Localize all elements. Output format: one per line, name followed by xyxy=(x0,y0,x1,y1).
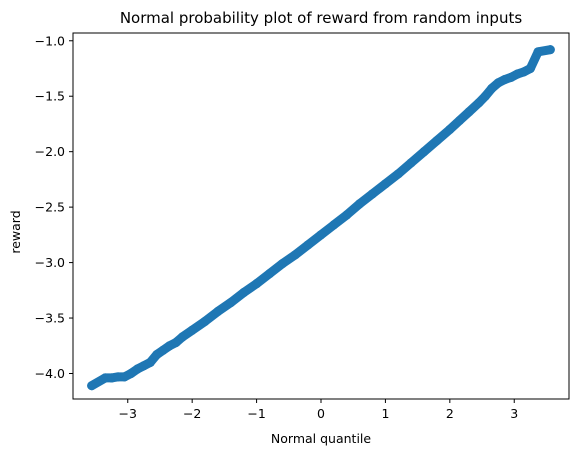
data-point xyxy=(158,345,168,355)
data-point xyxy=(171,337,181,347)
x-tick-label: 3 xyxy=(510,406,518,421)
data-point xyxy=(487,83,497,93)
data-point xyxy=(464,107,474,117)
x-tick-label: 2 xyxy=(446,406,454,421)
data-point xyxy=(200,316,210,326)
y-tick-label: −1.0 xyxy=(35,33,65,48)
data-point xyxy=(152,350,162,360)
data-point xyxy=(239,288,249,298)
x-tick-label: −1 xyxy=(247,406,265,421)
data-point xyxy=(368,189,378,199)
data-point xyxy=(355,199,365,209)
data-point xyxy=(406,158,416,168)
data-point xyxy=(303,240,313,250)
data-point xyxy=(87,381,97,391)
data-point xyxy=(454,116,464,126)
data-point xyxy=(419,147,429,157)
data-point xyxy=(290,250,300,260)
data-point xyxy=(380,179,390,189)
y-tick-label: −4.0 xyxy=(35,366,65,381)
data-point xyxy=(525,63,535,73)
data-point xyxy=(100,373,110,383)
data-point xyxy=(480,91,490,101)
chart-title: Normal probability plot of reward from r… xyxy=(120,9,523,27)
data-point xyxy=(145,357,155,367)
y-tick-label: −3.5 xyxy=(35,311,65,326)
data-point xyxy=(264,269,274,279)
data-point xyxy=(545,45,555,55)
data-point xyxy=(213,306,223,316)
y-axis-ticks: −4.0 −3.5 −3.0 −2.5 −2.0 −1.5 −1.0 xyxy=(35,33,73,381)
y-tick-label: −2.0 xyxy=(35,144,65,159)
data-point xyxy=(187,325,197,335)
x-axis-ticks: −3 −2 −1 0 1 2 3 xyxy=(119,399,518,421)
data-point xyxy=(126,368,136,378)
data-point xyxy=(277,259,287,269)
data-points xyxy=(87,45,555,391)
data-point xyxy=(342,210,352,220)
data-point xyxy=(474,98,484,108)
data-point xyxy=(329,220,339,230)
data-point xyxy=(393,169,403,179)
y-tick-label: −2.5 xyxy=(35,200,65,215)
x-tick-label: 1 xyxy=(381,406,389,421)
y-tick-label: −1.5 xyxy=(35,89,65,104)
data-point xyxy=(445,124,455,134)
x-tick-label: 0 xyxy=(317,406,325,421)
data-point xyxy=(226,298,236,308)
data-point xyxy=(533,47,543,57)
x-tick-label: −3 xyxy=(119,406,137,421)
data-point xyxy=(316,230,326,240)
y-tick-label: −3.0 xyxy=(35,255,65,270)
data-point xyxy=(178,332,188,342)
x-tick-label: −2 xyxy=(183,406,201,421)
data-point xyxy=(252,279,262,289)
x-axis-label: Normal quantile xyxy=(271,431,371,446)
data-point xyxy=(432,136,442,146)
y-axis-label: reward xyxy=(8,210,23,253)
data-point xyxy=(113,372,123,382)
